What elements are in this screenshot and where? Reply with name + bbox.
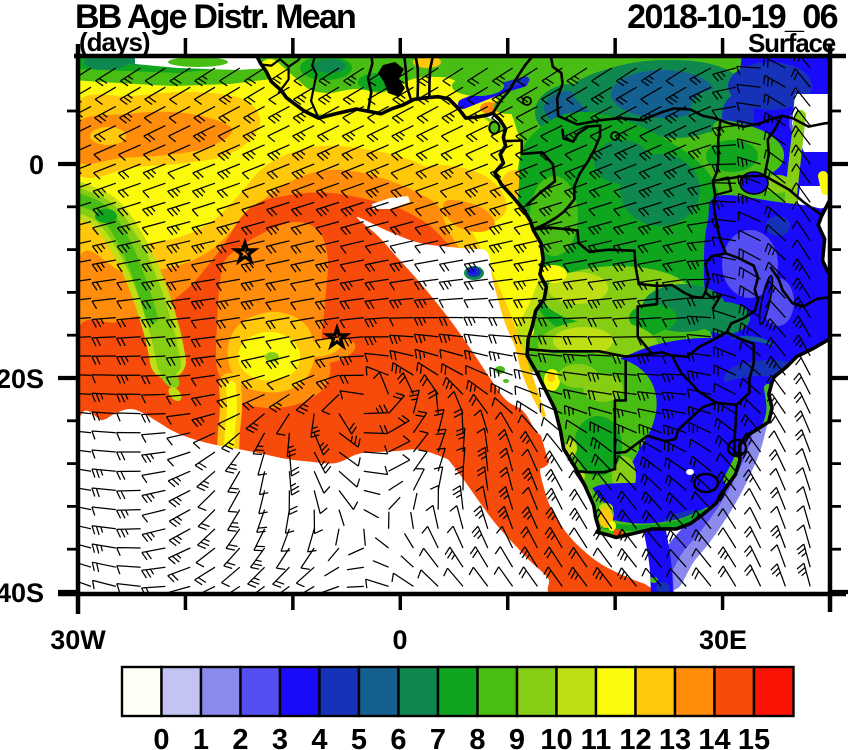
svg-text:3: 3 <box>272 724 288 750</box>
svg-text:6: 6 <box>390 724 406 750</box>
svg-text:2: 2 <box>232 724 248 750</box>
svg-text:10: 10 <box>540 724 572 750</box>
svg-text:2018-10-19_06: 2018-10-19_06 <box>627 0 838 36</box>
svg-text:7: 7 <box>430 724 446 750</box>
svg-text:40S: 40S <box>0 578 44 608</box>
svg-text:0: 0 <box>153 724 169 750</box>
svg-text:30W: 30W <box>50 625 106 655</box>
svg-text:13: 13 <box>659 724 691 750</box>
svg-text:8: 8 <box>469 724 485 750</box>
svg-text:12: 12 <box>619 724 651 750</box>
svg-text:1: 1 <box>193 724 209 750</box>
svg-text:11: 11 <box>581 724 612 750</box>
svg-text:9: 9 <box>509 724 525 750</box>
svg-text:4: 4 <box>311 724 327 750</box>
svg-text:Surface: Surface <box>748 28 836 58</box>
svg-text:5: 5 <box>351 724 367 750</box>
svg-text:14: 14 <box>698 724 730 750</box>
svg-text:30E: 30E <box>699 625 747 655</box>
svg-text:(days): (days) <box>79 27 150 57</box>
svg-text:0: 0 <box>392 625 407 655</box>
svg-text:BB Age Distr. Mean: BB Age Distr. Mean <box>75 0 355 36</box>
svg-text:15: 15 <box>738 724 770 750</box>
svg-text:0: 0 <box>29 150 44 180</box>
svg-text:20S: 20S <box>0 364 44 394</box>
